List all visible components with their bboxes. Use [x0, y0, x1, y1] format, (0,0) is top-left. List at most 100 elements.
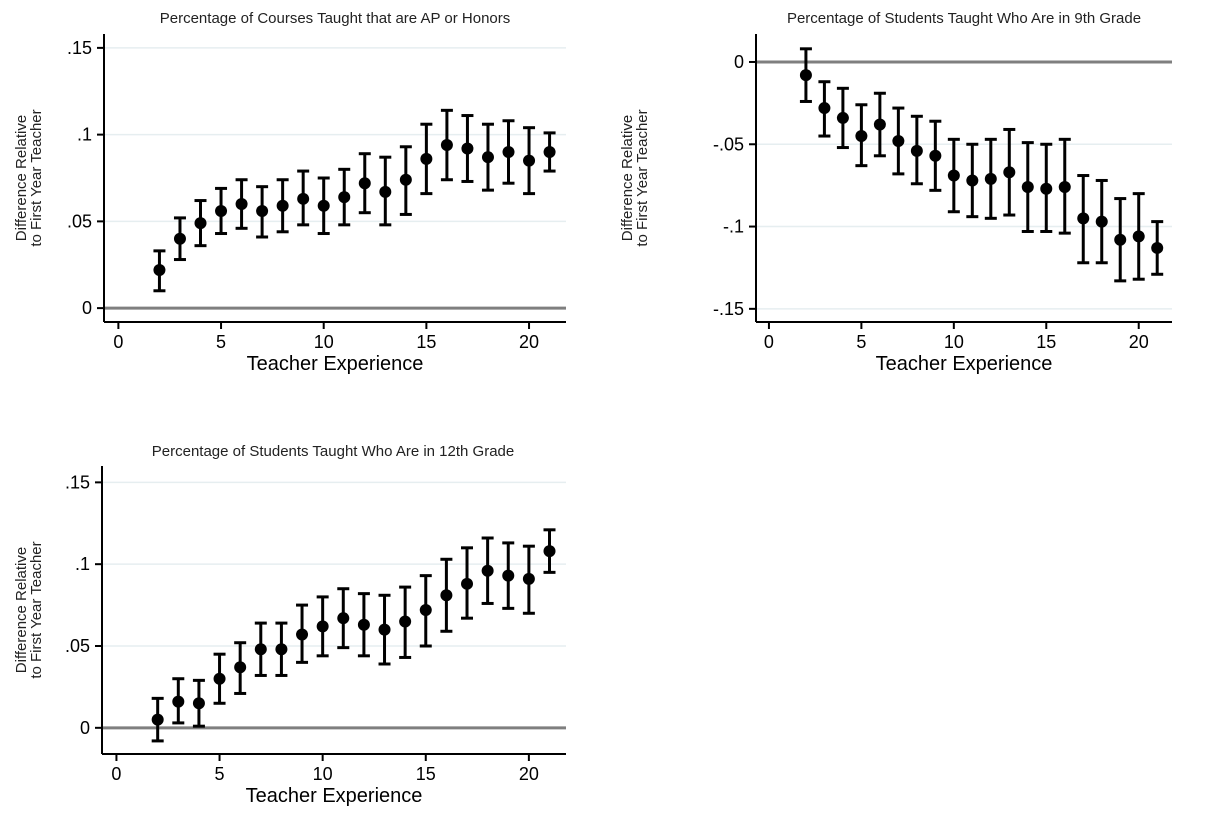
chart-1: Percentage of Courses Taught that are AP…: [13, 10, 566, 375]
data-point: [317, 199, 330, 212]
error-bar: [502, 119, 515, 185]
y-tick-label: .1: [75, 554, 90, 574]
data-point: [172, 695, 185, 708]
error-bar: [419, 574, 432, 648]
data-point: [543, 545, 556, 558]
error-bar: [275, 621, 288, 677]
error-bar: [420, 122, 433, 196]
data-point: [297, 192, 310, 205]
x-tick-label: 20: [519, 764, 539, 784]
x-tick-label: 20: [519, 332, 539, 352]
data-point: [254, 643, 267, 656]
error-bar: [173, 216, 186, 262]
error-bar: [799, 47, 812, 103]
error-bar: [379, 155, 392, 227]
data-point: [173, 232, 186, 245]
data-point: [378, 623, 391, 636]
data-point: [873, 118, 886, 131]
error-bar: [399, 145, 412, 216]
data-point: [357, 618, 370, 631]
chart-title: Percentage of Students Taught Who Are in…: [787, 10, 1141, 27]
data-point: [984, 172, 997, 185]
error-bar: [855, 103, 868, 168]
error-bar: [338, 167, 351, 227]
error-bar: [836, 86, 849, 150]
x-tick-label: 15: [1036, 332, 1056, 352]
data-point: [892, 134, 905, 147]
x-tick-label: 10: [313, 764, 333, 784]
error-bar: [213, 652, 226, 705]
error-bar: [1003, 127, 1016, 217]
y-axis-label-line: Difference Relative: [13, 115, 30, 241]
data-point: [276, 199, 289, 212]
error-bar: [1021, 141, 1034, 233]
data-point: [1077, 212, 1090, 225]
error-bar: [947, 137, 960, 214]
data-point: [929, 149, 942, 162]
error-bar: [543, 131, 556, 173]
data-point: [502, 145, 515, 158]
data-point: [910, 144, 923, 157]
data-point: [543, 145, 556, 158]
error-bar: [818, 80, 831, 138]
data-point: [194, 217, 207, 230]
data-point: [1021, 181, 1034, 194]
error-bar: [502, 541, 515, 610]
x-tick-label: 5: [856, 332, 866, 352]
data-point: [275, 643, 288, 656]
error-bar: [984, 137, 997, 220]
data-point: [947, 169, 960, 182]
error-bar: [522, 544, 535, 615]
error-bar: [378, 593, 391, 666]
error-bar: [1040, 142, 1053, 233]
data-point: [522, 572, 535, 585]
error-bar: [1095, 178, 1108, 265]
data-point: [1114, 233, 1127, 246]
data-point: [502, 569, 515, 582]
data-point: [799, 69, 812, 82]
error-bar: [256, 185, 269, 239]
chart-3: Percentage of Students Taught Who Are in…: [13, 443, 566, 807]
data-point: [338, 191, 351, 204]
error-bar: [1151, 220, 1164, 276]
x-tick-label: 0: [764, 332, 774, 352]
x-axis-label: Teacher Experience: [247, 353, 424, 375]
y-tick-label: .1: [77, 125, 92, 145]
x-tick-label: 15: [416, 764, 436, 784]
y-tick-label: -.1: [723, 217, 744, 237]
data-point: [1151, 241, 1164, 254]
data-point: [235, 198, 248, 211]
error-bar: [276, 178, 289, 234]
data-point: [1040, 182, 1053, 195]
y-tick-label: .15: [65, 472, 90, 492]
data-point: [151, 713, 164, 726]
error-bar: [194, 199, 207, 248]
y-tick-label: 0: [734, 52, 744, 72]
data-point: [420, 152, 433, 165]
error-bar: [481, 122, 494, 192]
y-axis-label: Difference Relativeto First Year Teacher: [13, 541, 45, 678]
x-tick-label: 10: [314, 332, 334, 352]
error-bar: [1058, 137, 1071, 235]
data-point: [481, 564, 494, 577]
x-axis-label: Teacher Experience: [876, 353, 1053, 375]
error-bar: [357, 592, 370, 658]
error-bar: [461, 546, 474, 620]
error-bar: [1114, 197, 1127, 283]
data-point: [337, 612, 350, 625]
x-tick-label: 15: [416, 332, 436, 352]
error-bar: [461, 114, 474, 183]
data-point: [379, 185, 392, 198]
error-bar: [297, 169, 310, 227]
error-bar: [966, 142, 979, 219]
data-point: [213, 672, 226, 685]
y-axis-label: Difference Relativeto First Year Teacher: [619, 109, 651, 246]
x-tick-label: 0: [111, 764, 121, 784]
error-bar: [172, 677, 185, 725]
y-tick-label: .15: [67, 38, 92, 58]
error-bar: [1077, 174, 1090, 265]
chart-title: Percentage of Students Taught Who Are in…: [152, 443, 514, 460]
y-tick-label: .05: [65, 636, 90, 656]
data-point: [461, 577, 474, 590]
